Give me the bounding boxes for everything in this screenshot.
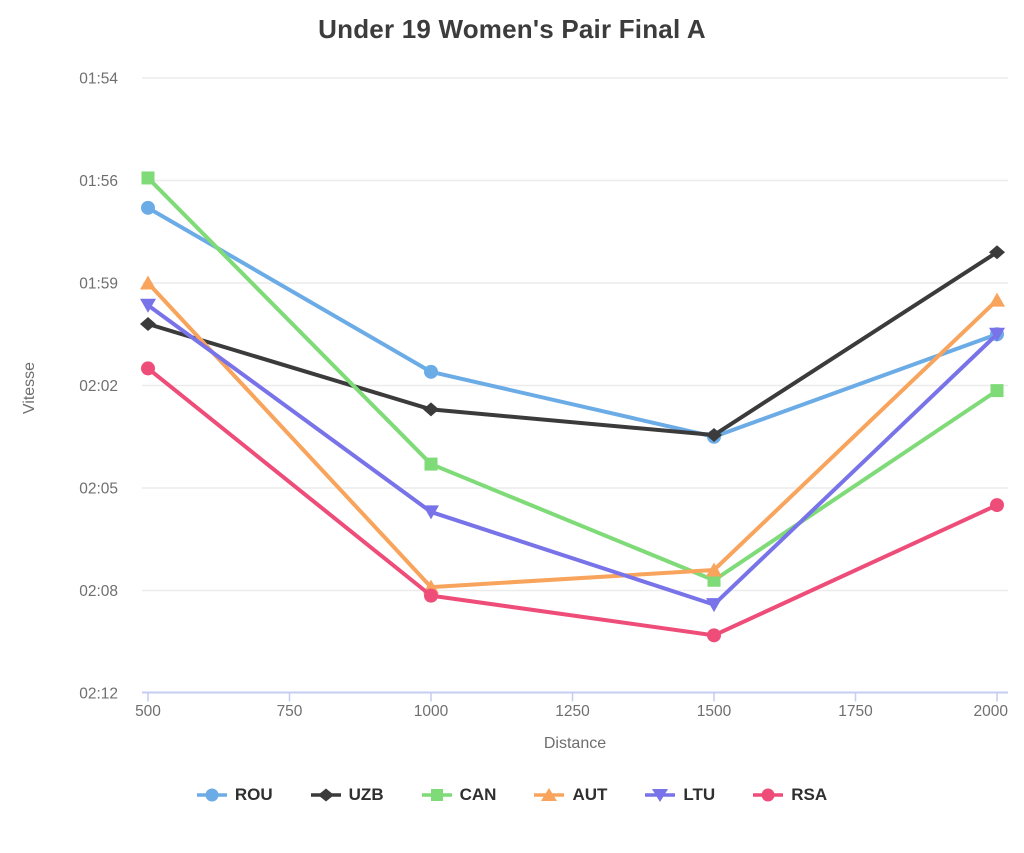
marker-can-500[interactable] (141, 171, 155, 185)
y-tick-label: 02:12 (79, 686, 118, 703)
marker-can-1000[interactable] (424, 457, 438, 471)
marker-uzb-500[interactable] (140, 317, 156, 331)
x-tick-label: 1250 (555, 703, 590, 720)
marker-rou-1000[interactable] (424, 364, 438, 379)
legend-item-can[interactable]: CAN (421, 785, 497, 805)
marker-aut-500[interactable] (140, 275, 156, 290)
marker-rsa-1500[interactable] (707, 628, 721, 643)
circle-legend-icon (196, 788, 227, 802)
legend-label: ROU (234, 785, 273, 804)
x-tick-label: 2000 (974, 703, 1009, 720)
x-tick-label: 1500 (697, 703, 732, 720)
marker-ltu-2000[interactable] (989, 327, 1005, 342)
series-line-ltu (146, 303, 999, 607)
legend-label: LTU (683, 785, 716, 804)
marker-uzb-1000[interactable] (423, 402, 439, 417)
marker-can-2000[interactable] (990, 384, 1004, 398)
y-axis-title: Vitesse (21, 361, 38, 415)
y-tick-label: 02:08 (79, 583, 118, 600)
legend-item-uzb[interactable]: UZB (310, 785, 384, 805)
marker-rsa-500[interactable] (141, 361, 155, 376)
series-line-rsa (146, 366, 999, 638)
x-tick-label: 1000 (414, 703, 449, 720)
chart-title: Under 19 Women's Pair Final A (318, 14, 706, 44)
legend-item-aut[interactable]: AUT (534, 785, 607, 805)
triangle-down-legend-icon (645, 789, 676, 802)
y-tick-label: 01:59 (79, 276, 118, 293)
y-tick-label: 02:02 (79, 378, 118, 395)
series-line-aut (146, 281, 999, 590)
marker-rsa-2000[interactable] (990, 498, 1004, 513)
marker-rsa-1000[interactable] (424, 588, 438, 603)
square-legend-icon (421, 789, 452, 801)
marker-ltu-1500[interactable] (706, 598, 722, 613)
series-line-rou (146, 205, 999, 439)
marker-ltu-500[interactable] (140, 298, 156, 313)
legend: ROU UZB CAN AUT LTU RSA (0, 785, 1024, 805)
y-tick-label: 01:56 (79, 173, 118, 190)
marker-rou-500[interactable] (141, 200, 155, 215)
y-tick-label: 01:54 (79, 71, 118, 88)
legend-label: UZB (348, 785, 384, 804)
y-tick-label: 02:05 (79, 481, 118, 498)
diamond-legend-icon (310, 788, 341, 802)
marker-uzb-1500[interactable] (706, 428, 722, 443)
legend-item-rou[interactable]: ROU (196, 785, 273, 805)
series-line-can (146, 175, 999, 583)
marker-aut-1500[interactable] (706, 562, 722, 577)
legend-label: AUT (572, 785, 608, 804)
legend-label: CAN (459, 785, 497, 804)
circle-legend-icon (753, 788, 784, 802)
x-tick-label: 750 (277, 703, 303, 720)
marker-ltu-1000[interactable] (423, 505, 439, 520)
x-tick-label: 1750 (838, 703, 873, 720)
legend-item-rsa[interactable]: RSA (753, 785, 827, 805)
x-tick-label: 500 (135, 703, 161, 720)
x-axis-title: Distance (543, 735, 607, 752)
marker-aut-2000[interactable] (989, 292, 1005, 307)
marker-uzb-2000[interactable] (989, 245, 1005, 260)
marker-can-1500[interactable] (707, 573, 721, 587)
legend-item-ltu[interactable]: LTU (645, 785, 715, 805)
plot-area: 01:54 01:56 01:59 02:02 02:05 02:08 02:12 500 75… (79, 71, 1009, 721)
legend-label: RSA (791, 785, 828, 804)
triangle-up-legend-icon (534, 788, 565, 801)
series-line-uzb (146, 250, 999, 438)
